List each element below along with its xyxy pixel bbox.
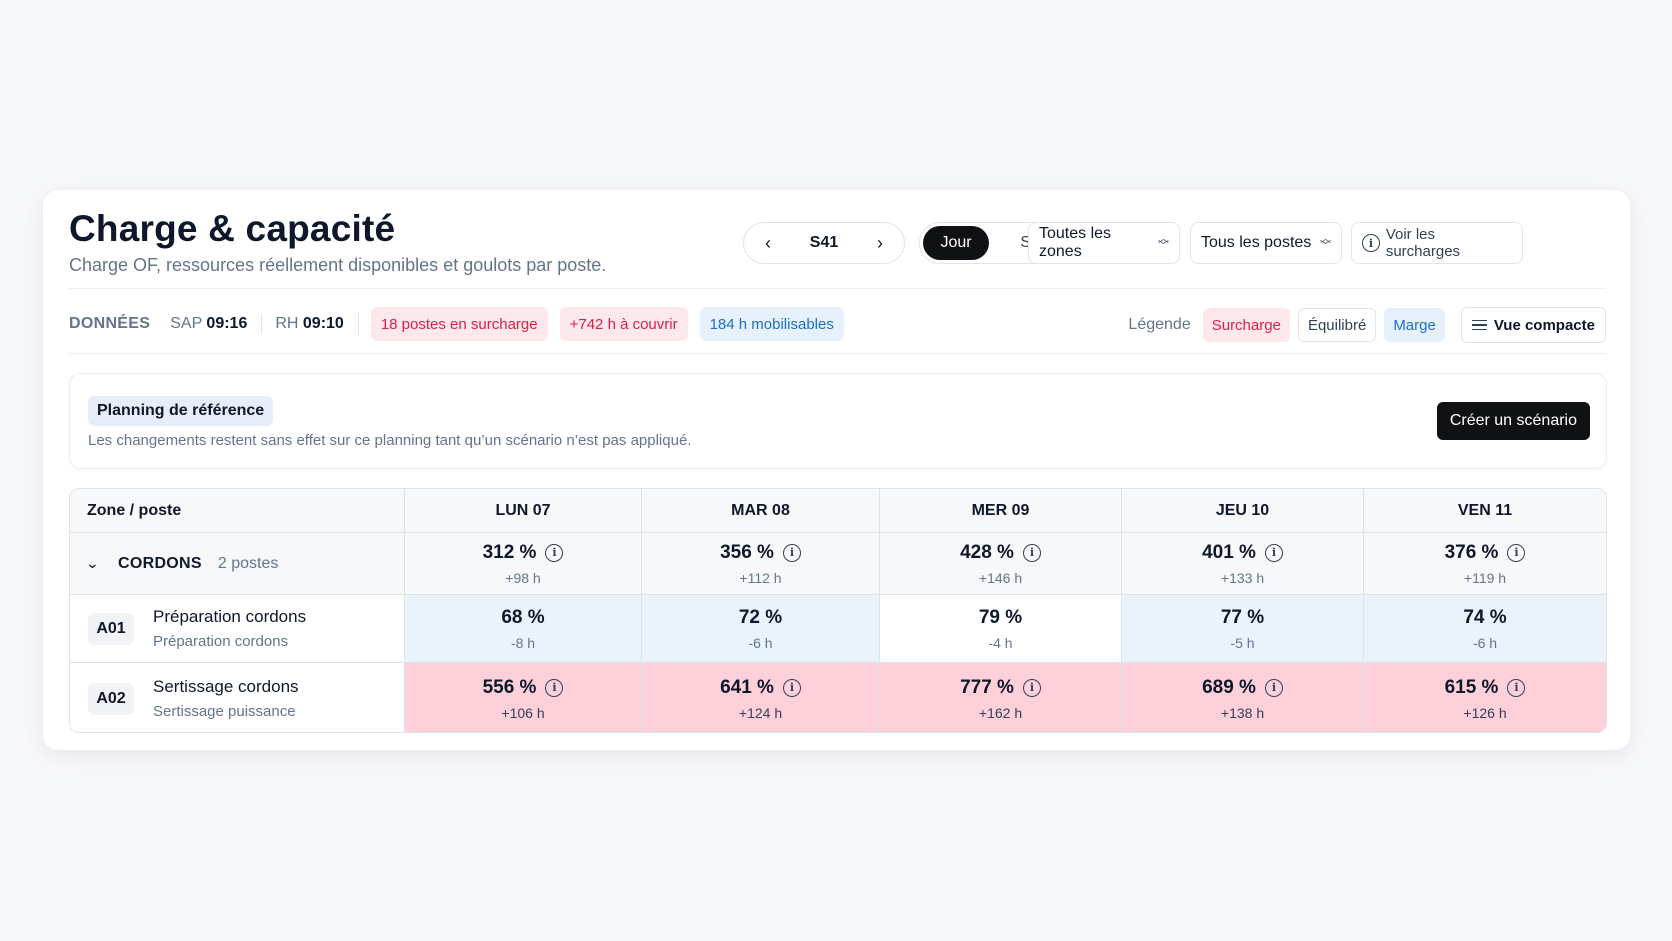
group-label-cell: ⌄ CORDONS 2 postes xyxy=(70,533,404,594)
poste-code-badge: A02 xyxy=(88,682,134,715)
poste-code-badge: A01 xyxy=(88,612,134,645)
info-icon[interactable]: i xyxy=(782,678,801,697)
header-divider xyxy=(69,288,1606,289)
data-label: DONNÉES xyxy=(69,315,151,332)
column-header-day: VEN 11 xyxy=(1363,489,1606,532)
load-cell[interactable]: 689 % i +138 h xyxy=(1121,663,1363,732)
table-header-row: Zone / poste LUN 07 MAR 08 MER 09 JEU 10… xyxy=(70,489,1606,533)
chevron-left-icon[interactable]: ‹ xyxy=(765,232,771,253)
updown-chevron-icon: ︿ ﹀ xyxy=(1158,233,1169,252)
group-row-cordons[interactable]: ⌄ CORDONS 2 postes 312 % i +98 h 356 % i +… xyxy=(70,533,1606,595)
data-freshness-bar: DONNÉES SAP 09:16 RH 09:10 18 postes en … xyxy=(69,307,844,341)
sliders-icon xyxy=(1471,319,1487,331)
legend-surcharge: Surcharge xyxy=(1202,308,1290,342)
table-row-a02[interactable]: A02 Sertissage cordons Sertissage puissa… xyxy=(70,663,1606,732)
info-icon[interactable]: i xyxy=(1022,678,1041,697)
zone-filter-select[interactable]: Toutes les zones ︿ ﹀ xyxy=(1028,222,1180,264)
legend-equilibre: Équilibré xyxy=(1297,308,1377,342)
legend: Légende Surcharge Équilibré Marge Vue co… xyxy=(1128,307,1606,343)
current-week-label: S41 xyxy=(809,234,839,251)
load-cell[interactable]: 356 % i +112 h xyxy=(641,533,879,594)
hours-to-cover-badge: +742 h à couvrir xyxy=(559,307,688,341)
reference-plan-note: Les changements restent sans effet sur c… xyxy=(88,432,692,449)
overload-count-badge: 18 postes en surcharge xyxy=(370,307,548,341)
zone-filter-value: Toutes les zones xyxy=(1039,225,1112,260)
sap-sync: SAP 09:16 xyxy=(170,315,248,332)
updown-chevron-icon: ︿ ﹀ xyxy=(1320,233,1331,252)
compact-view-button[interactable]: Vue compacte xyxy=(1460,307,1606,343)
reference-plan-badge: Planning de référence xyxy=(88,396,274,426)
info-icon[interactable]: i xyxy=(1264,678,1283,697)
data-divider xyxy=(69,353,1606,354)
info-icon: i xyxy=(1362,234,1380,252)
poste-subtitle: Préparation cordons xyxy=(153,633,289,650)
column-header-day: LUN 07 xyxy=(404,489,641,532)
info-icon[interactable]: i xyxy=(1507,678,1526,697)
create-scenario-button[interactable]: Créer un scénario xyxy=(1436,402,1590,440)
poste-name: Sertissage cordons xyxy=(153,677,299,696)
load-cell[interactable]: 428 % i +146 h xyxy=(879,533,1121,594)
load-cell[interactable]: 72 % -6 h xyxy=(641,595,879,662)
info-icon[interactable]: i xyxy=(545,678,564,697)
chevron-right-icon[interactable]: › xyxy=(877,232,883,253)
poste-cell: A02 Sertissage cordons Sertissage puissa… xyxy=(70,663,404,732)
rh-sync: RH 09:10 xyxy=(275,315,344,332)
week-navigator: ‹ S41 › xyxy=(743,222,905,264)
poste-cell: A01 Préparation cordons Préparation cord… xyxy=(70,595,404,662)
load-cell[interactable]: 641 % i +124 h xyxy=(641,663,879,732)
group-name: CORDONS xyxy=(118,554,202,572)
load-table: Zone / poste LUN 07 MAR 08 MER 09 JEU 10… xyxy=(69,488,1607,733)
separator xyxy=(261,314,263,334)
compact-view-label: Vue compacte xyxy=(1493,316,1595,334)
poste-name: Préparation cordons xyxy=(153,607,307,626)
column-header-day: MAR 08 xyxy=(641,489,879,532)
legend-title: Légende xyxy=(1128,316,1191,333)
load-cell[interactable]: 401 % i +133 h xyxy=(1121,533,1363,594)
load-cell[interactable]: 777 % i +162 h xyxy=(879,663,1121,732)
load-cell[interactable]: 376 % i +119 h xyxy=(1363,533,1606,594)
page-subtitle: Charge OF, ressources réellement disponi… xyxy=(69,255,607,275)
table-row-a01[interactable]: A01 Préparation cordons Préparation cord… xyxy=(70,595,1606,663)
mobilisable-hours-badge: 184 h mobilisables xyxy=(699,307,844,341)
load-cell[interactable]: 74 % -6 h xyxy=(1363,595,1606,662)
chevron-down-icon[interactable]: ⌄ xyxy=(85,555,100,571)
load-cell[interactable]: 312 % i +98 h xyxy=(404,533,641,594)
info-icon[interactable]: i xyxy=(545,543,564,562)
column-header-day: JEU 10 xyxy=(1121,489,1363,532)
toggle-day-option[interactable]: Jour xyxy=(923,226,989,260)
view-overloads-button[interactable]: i Voir les surcharges xyxy=(1351,222,1523,264)
load-cell[interactable]: 615 % i +126 h xyxy=(1363,663,1606,732)
reference-plan-banner: Planning de référence Les changements re… xyxy=(69,373,1607,469)
group-count: 2 postes xyxy=(217,554,279,572)
poste-filter-value: Tous les postes xyxy=(1201,234,1312,251)
load-cell[interactable]: 79 % -4 h xyxy=(879,595,1121,662)
legend-marge: Marge xyxy=(1384,308,1445,342)
info-icon[interactable]: i xyxy=(1264,543,1283,562)
load-cell[interactable]: 77 % -5 h xyxy=(1121,595,1363,662)
load-cell[interactable]: 68 % -8 h xyxy=(404,595,641,662)
poste-subtitle: Sertissage puissance xyxy=(153,703,296,720)
column-header-day: MER 09 xyxy=(879,489,1121,532)
info-icon[interactable]: i xyxy=(1022,543,1041,562)
info-icon[interactable]: i xyxy=(1507,543,1526,562)
poste-filter-select[interactable]: Tous les postes ︿ ﹀ xyxy=(1190,222,1342,264)
column-header-zone: Zone / poste xyxy=(87,501,182,519)
charge-capacite-card: Charge & capacité Charge OF, ressources … xyxy=(42,189,1631,751)
separator xyxy=(357,314,359,334)
page-title: Charge & capacité xyxy=(69,208,396,249)
info-icon[interactable]: i xyxy=(782,543,801,562)
load-cell[interactable]: 556 % i +106 h xyxy=(404,663,641,732)
view-overloads-label: Voir les surcharges xyxy=(1385,226,1461,260)
